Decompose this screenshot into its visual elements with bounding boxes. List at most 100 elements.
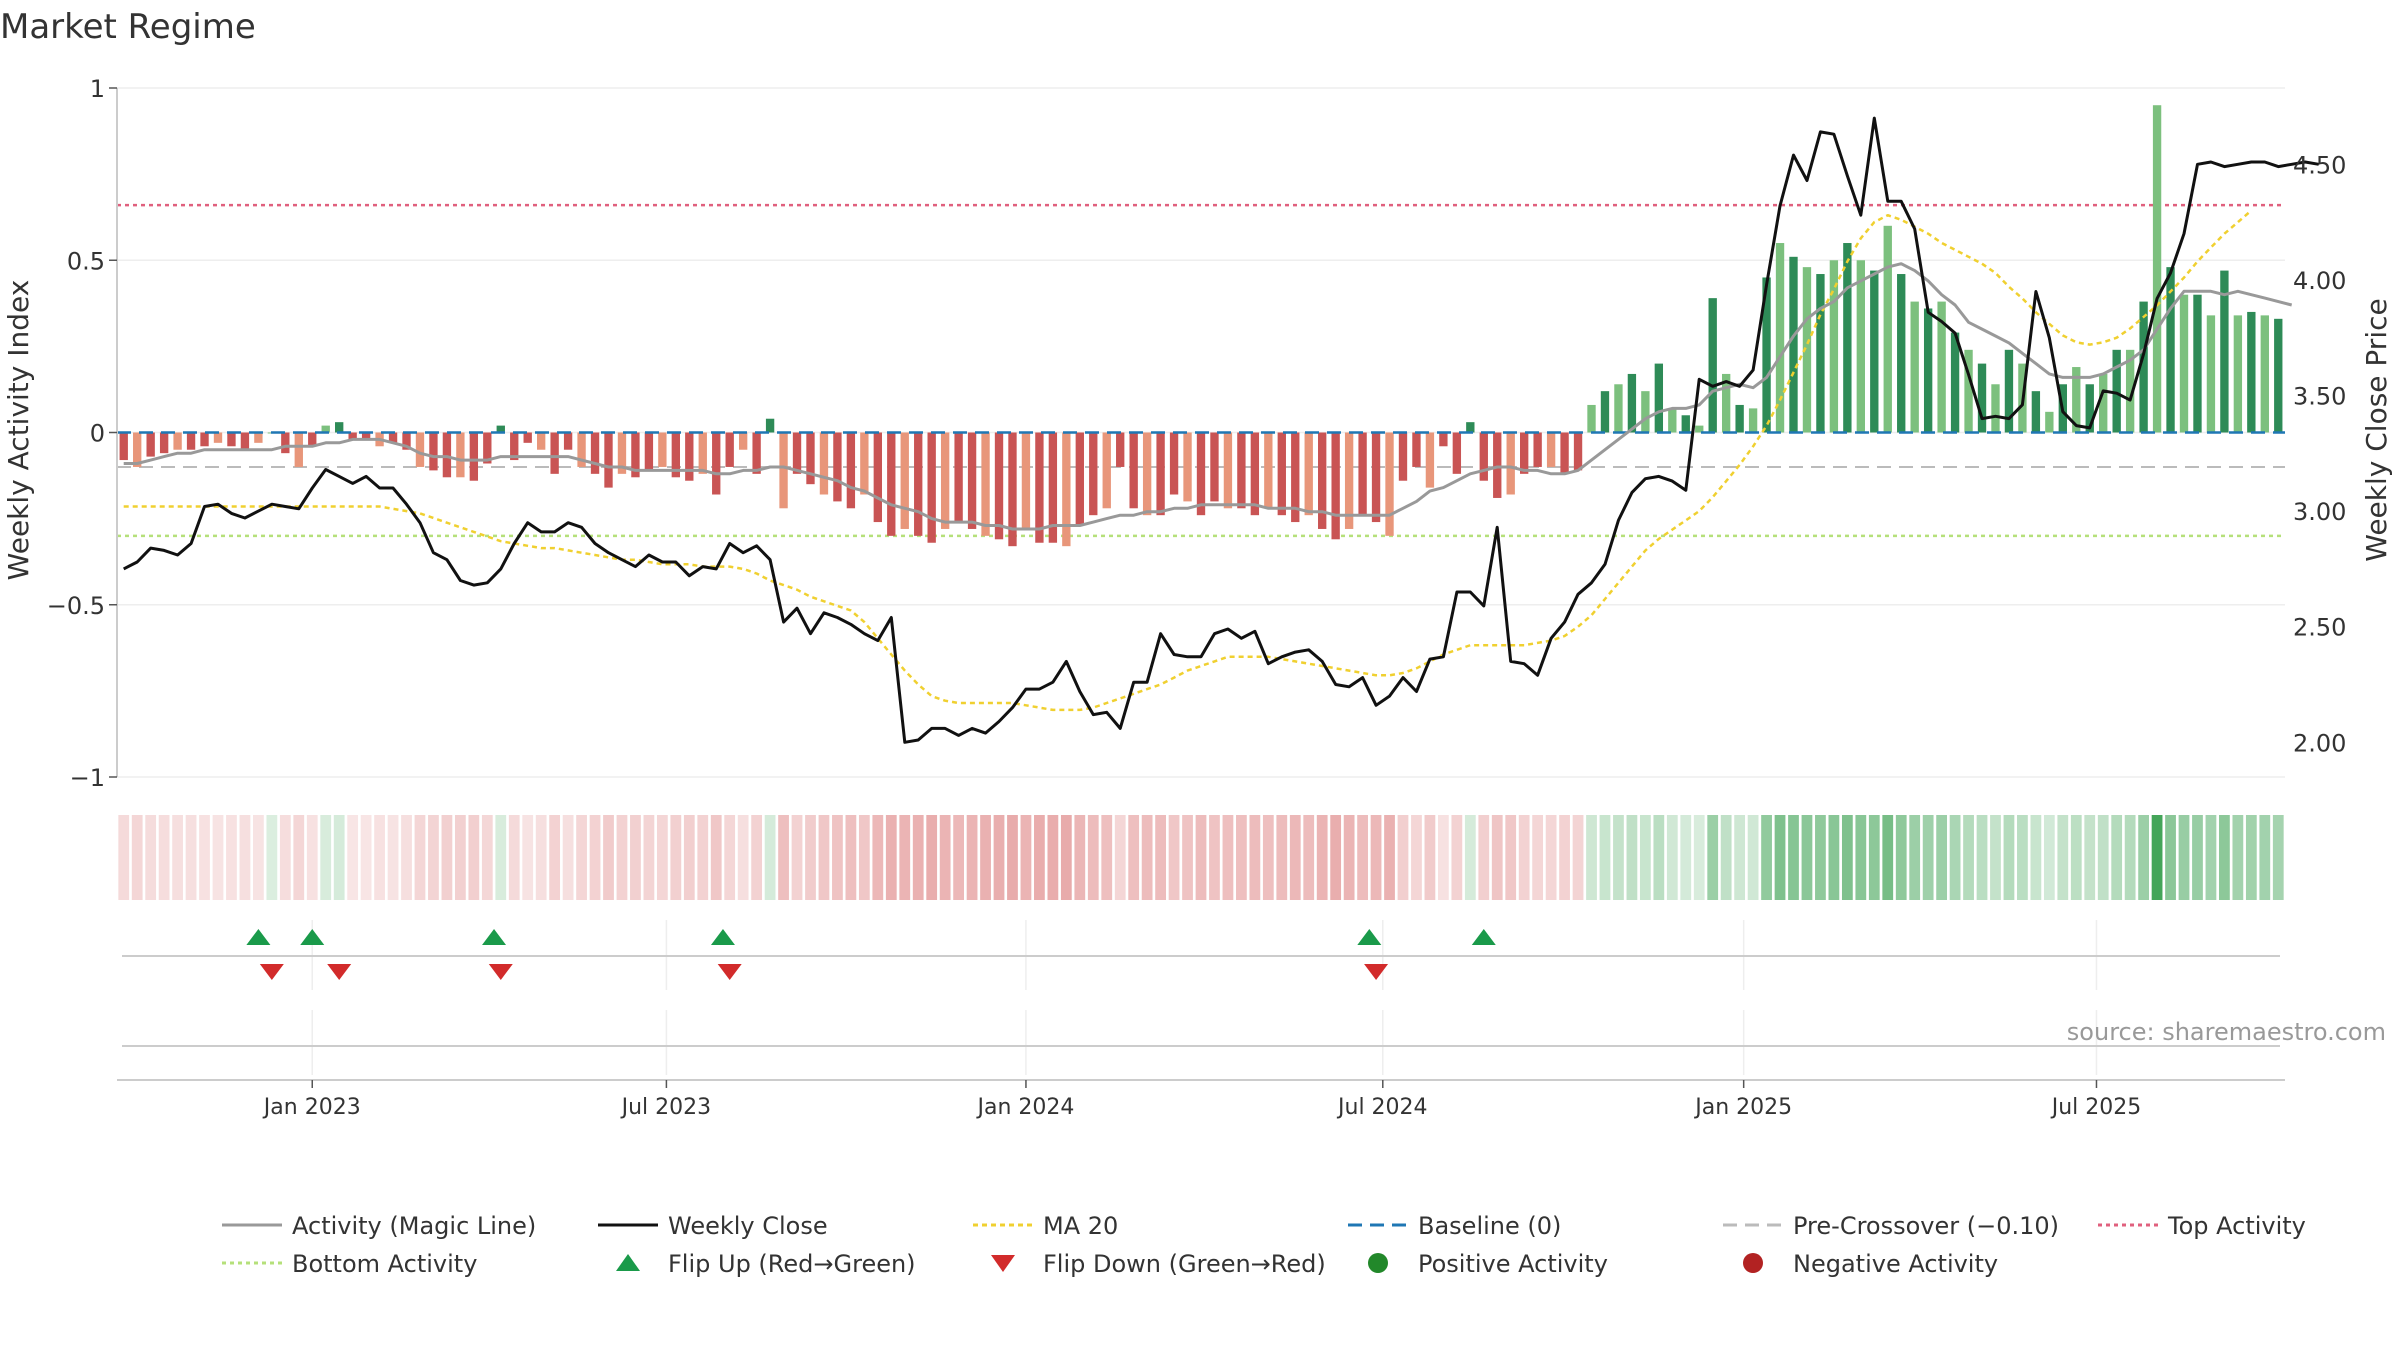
regime-cell: [1074, 815, 1086, 900]
activity-bar: [1991, 384, 2000, 433]
activity-bar: [550, 432, 559, 474]
regime-cell: [939, 815, 951, 900]
activity-bar: [819, 432, 829, 495]
regime-cell: [468, 815, 480, 900]
regime-cell: [1114, 815, 1126, 900]
regime-cell: [1330, 815, 1342, 900]
regime-cell: [2192, 815, 2203, 900]
regime-cell: [1424, 815, 1436, 900]
regime-cell: [118, 815, 130, 900]
regime-cell: [1666, 815, 1678, 900]
legend-item: Flip Up (Red→Green): [616, 1250, 916, 1278]
regime-cell: [522, 815, 534, 900]
regime-cell: [1249, 815, 1261, 900]
activity-bar: [577, 432, 586, 467]
activity-bar: [1237, 432, 1246, 509]
activity-bar: [1735, 404, 1744, 433]
activity-bar: [1425, 432, 1435, 488]
legend-label: Weekly Close: [668, 1212, 828, 1240]
activity-bar: [1950, 332, 1960, 433]
y2-tick-label: 2.00: [2293, 729, 2346, 757]
regime-cell: [953, 815, 965, 900]
activity-bar: [1156, 432, 1165, 516]
y2-tick-label: 3.50: [2293, 383, 2346, 411]
activity-bar: [348, 432, 357, 440]
activity-bar: [2179, 294, 2189, 433]
regime-cell: [1680, 815, 1692, 900]
activity-bar: [900, 432, 909, 529]
activity-bar: [1291, 432, 1300, 523]
activity-bar: [133, 432, 142, 467]
regime-cell: [1289, 815, 1301, 900]
activity-bar: [1762, 277, 1771, 433]
regime-cell: [1747, 815, 1759, 900]
legend-label: Flip Up (Red→Green): [668, 1250, 916, 1278]
regime-cell: [724, 815, 736, 900]
activity-bar: [1008, 432, 1017, 547]
regime-cell: [630, 815, 641, 900]
regime-cell: [791, 815, 803, 900]
activity-bar: [1937, 301, 1946, 433]
regime-cell: [1168, 815, 1180, 900]
regime-cell: [697, 815, 709, 900]
activity-bar: [1048, 432, 1058, 543]
regime-cell: [1007, 815, 1018, 900]
regime-cell: [1020, 815, 1032, 900]
activity-bar: [1169, 432, 1179, 495]
activity-bar: [2220, 270, 2229, 433]
activity-bar: [2045, 411, 2054, 433]
activity-bar: [429, 432, 438, 471]
activity-bar: [1627, 373, 1637, 433]
flip-down-marker: [1364, 964, 1389, 980]
regime-cell: [2084, 815, 2096, 900]
regime-cell: [306, 815, 318, 900]
activity-bar: [940, 432, 950, 529]
activity-bar: [873, 432, 882, 523]
regime-cell: [1815, 815, 1826, 900]
regime-cell: [2205, 815, 2217, 900]
activity-bar: [631, 432, 640, 478]
y2-tick-label: 4.00: [2293, 267, 2346, 295]
activity-bar: [967, 432, 977, 529]
regime-cell: [1882, 815, 1894, 900]
activity-bar: [1520, 432, 1529, 474]
regime-cell: [576, 815, 587, 900]
activity-bar: [227, 432, 236, 447]
activity-bar: [1371, 432, 1381, 523]
legend-item: Negative Activity: [1743, 1250, 1998, 1278]
legend-label: Negative Activity: [1793, 1250, 1998, 1278]
activity-bar: [1264, 432, 1273, 509]
series-lines: [123, 116, 2319, 744]
activity-bar: [483, 432, 492, 464]
regime-cell: [279, 815, 291, 900]
legend-item: MA 20: [973, 1212, 1118, 1240]
activity-bar: [1035, 432, 1044, 543]
activity-bar: [2112, 349, 2121, 433]
regime-cell: [185, 815, 197, 900]
regime-cell: [2178, 815, 2190, 900]
regime-cell: [683, 815, 695, 900]
flip-up-marker: [482, 929, 507, 945]
regime-cell: [1963, 815, 1974, 900]
activity-bar: [1304, 432, 1313, 516]
regime-cell: [885, 815, 897, 900]
activity-bar: [1493, 432, 1502, 498]
activity-bar: [1183, 432, 1192, 502]
regime-cell: [1182, 815, 1193, 900]
regime-cell: [1034, 815, 1045, 900]
y-tick-label: −0.5: [47, 592, 105, 620]
regime-cell: [926, 815, 938, 900]
activity-bar: [2247, 311, 2256, 433]
activity-bar: [860, 432, 869, 495]
regime-cell: [1397, 815, 1409, 900]
x-tick-label: Jan 2025: [1693, 1095, 1792, 1120]
regime-cell: [1262, 815, 1274, 900]
activity-bar: [1196, 432, 1206, 516]
regime-cell: [2219, 815, 2230, 900]
activity-bar: [1910, 301, 1919, 433]
regime-cell: [401, 815, 412, 900]
regime-cell: [1155, 815, 1166, 900]
activity-bar: [321, 425, 330, 433]
activity-bar: [927, 432, 936, 543]
legend-label: MA 20: [1043, 1212, 1118, 1240]
